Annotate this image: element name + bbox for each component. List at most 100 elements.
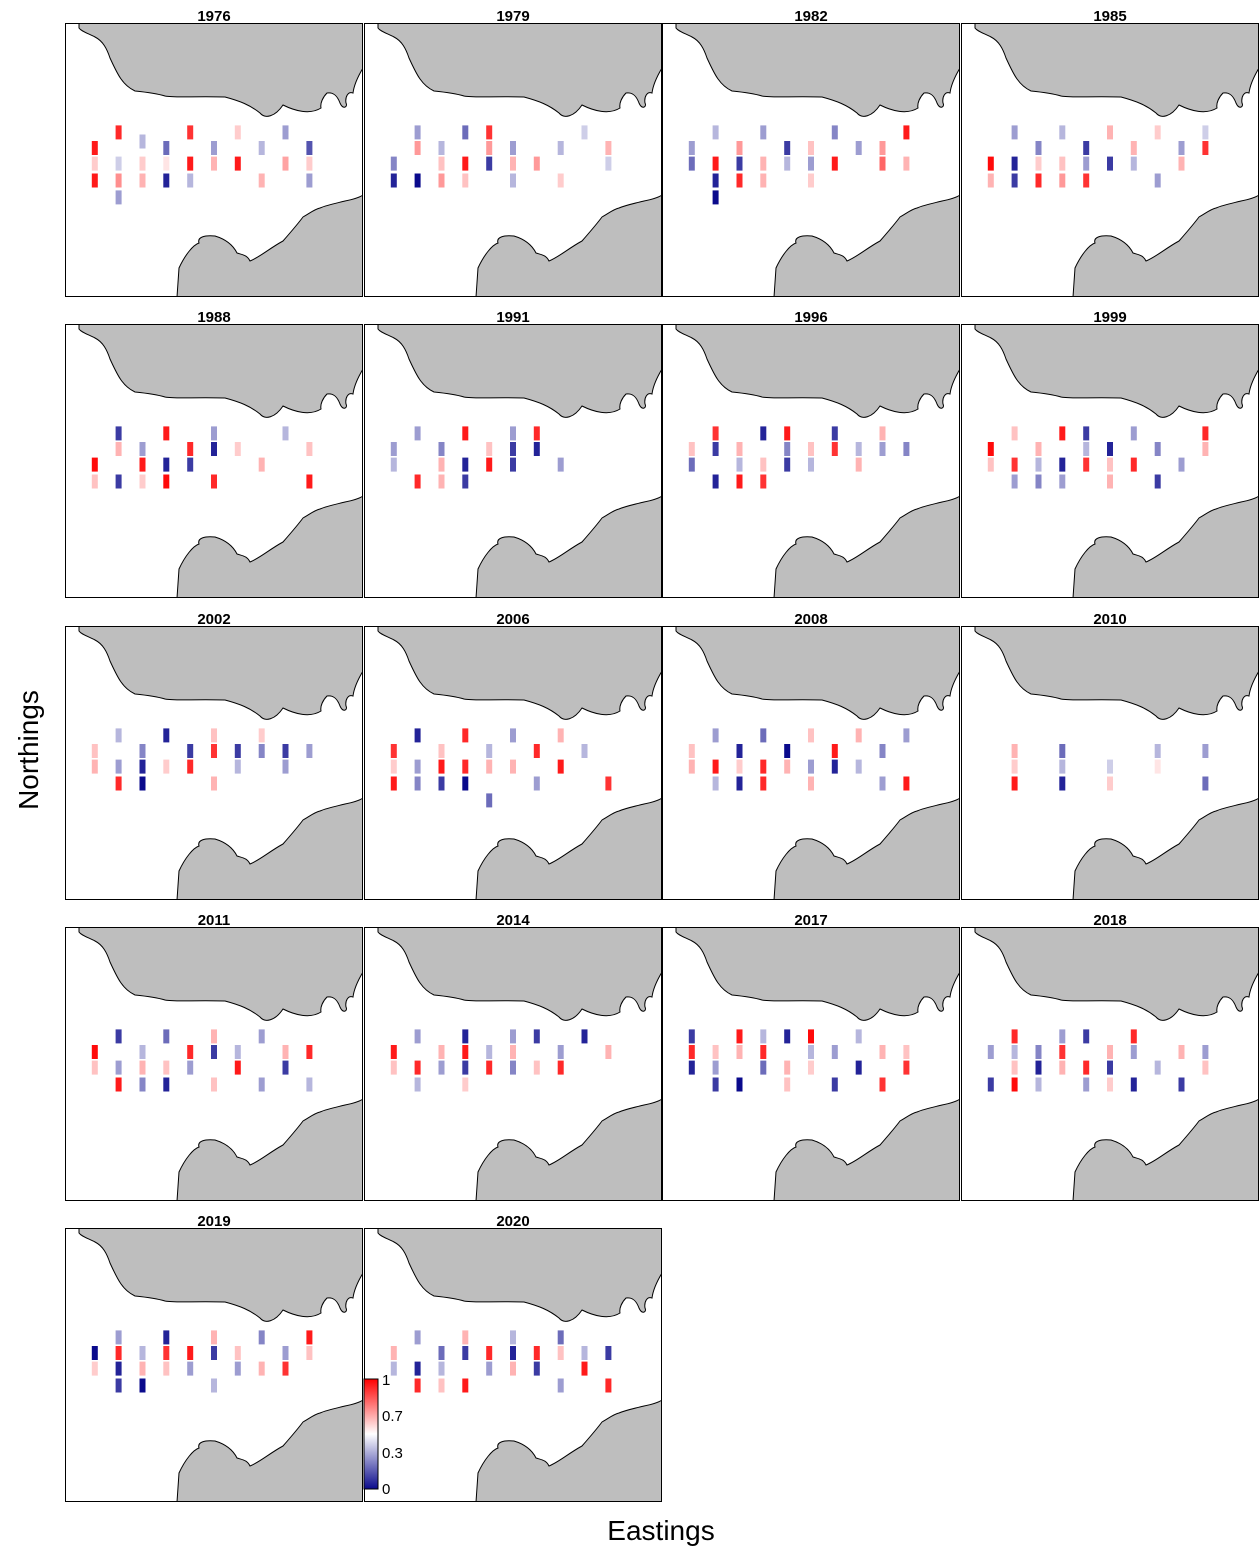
heat-cell [808,776,814,791]
heat-cell [1035,1060,1042,1075]
heat-cell [712,442,719,456]
heat-cell [808,1060,814,1075]
coastline-south [773,797,960,900]
heat-cell [784,1060,791,1075]
map-panel: 2014 [364,912,662,1201]
heat-cell [760,426,767,441]
heat-cell [91,474,98,489]
heat-cell [486,156,493,171]
heat-cell [462,156,469,171]
heat-cell [510,1060,516,1075]
heat-cell [557,1330,564,1345]
heat-cell [1130,141,1137,155]
heat-cell [234,744,241,758]
heat-cell [1011,1077,1018,1092]
heat-cell [1011,173,1018,188]
heat-cell [187,442,194,456]
map-panel: 2011 [65,912,363,1201]
heat-cell [115,1077,122,1092]
heat-cell [808,1029,814,1044]
heat-cell [115,1361,122,1376]
heat-cell [688,1060,695,1075]
heat-cell [533,1346,540,1360]
heat-cell [736,759,743,774]
heat-cell [139,1045,146,1059]
heat-cell [306,156,313,171]
heat-cell [163,474,170,489]
heat-cell [1059,759,1066,774]
coastline-north [974,324,1259,418]
heat-cell [1107,759,1113,774]
panel-year-title: 1982 [794,8,827,25]
heat-cell [282,1361,289,1376]
heat-cell [139,1060,146,1075]
panel-frame [65,23,363,297]
heat-cell [831,156,838,171]
heat-cell [1202,426,1209,441]
heat-cell [760,776,767,791]
heat-cell [879,426,886,441]
heat-cell [486,1045,493,1059]
panel-year-title: 1985 [1093,8,1126,25]
heat-cell [1130,1045,1137,1059]
heat-cell [139,1346,146,1360]
heat-cell [187,457,194,472]
heat-cell [187,1060,194,1075]
heat-cell [736,442,743,456]
coastline-south [1072,797,1259,900]
panel-frame [65,1228,363,1502]
heat-cell [1107,457,1113,472]
heat-cell [282,759,289,774]
heat-cell [486,744,493,758]
heat-cell [736,744,743,758]
coastline-north [675,23,960,117]
coastline-south [176,797,363,900]
heat-cell [855,1060,862,1075]
heat-cell [115,190,122,205]
heat-cell [414,474,421,489]
heat-cell [831,759,838,774]
map-panel: 2006 [364,611,662,900]
heat-cell [486,1060,493,1075]
heat-cell [1107,474,1113,489]
heat-cell [139,1361,146,1376]
panel-frame [364,927,662,1201]
heat-cell [163,173,170,188]
heat-cell [1083,173,1090,188]
heat-cell [510,426,516,441]
heat-cell [1035,474,1042,489]
panel-frame [364,23,662,297]
colorbar-tick-label: 0.3 [382,1445,403,1462]
heat-cell [234,1361,241,1376]
heat-cell [688,744,695,758]
heat-cell [1011,776,1018,791]
coastline-north [377,324,662,418]
heat-cell [211,426,217,441]
heat-cell [414,776,421,791]
coastline-south [475,194,662,297]
heat-cell [533,1029,540,1044]
heat-cell [115,1029,122,1044]
heat-cell [438,173,445,188]
heat-cell [1059,474,1066,489]
heat-cell [1178,457,1185,472]
coastline-south [176,495,363,598]
heat-cell [1011,457,1018,472]
coastline-north [78,324,363,418]
heat-cell [462,1060,469,1075]
heat-cell [1107,776,1113,791]
heat-cell [234,1045,241,1059]
heat-cell [163,426,170,441]
heat-cell [139,134,146,149]
heat-cell [115,442,122,456]
heat-cell [139,474,146,489]
heat-cell [462,1346,469,1360]
panel-year-title: 2019 [197,1213,230,1230]
heat-cell [736,1077,743,1092]
heat-cell [282,1045,289,1059]
coastline-north [974,927,1259,1021]
heat-cell [115,728,122,743]
heat-cell [462,125,469,140]
coastline-north [675,324,960,418]
panel-year-title: 2011 [198,912,231,929]
